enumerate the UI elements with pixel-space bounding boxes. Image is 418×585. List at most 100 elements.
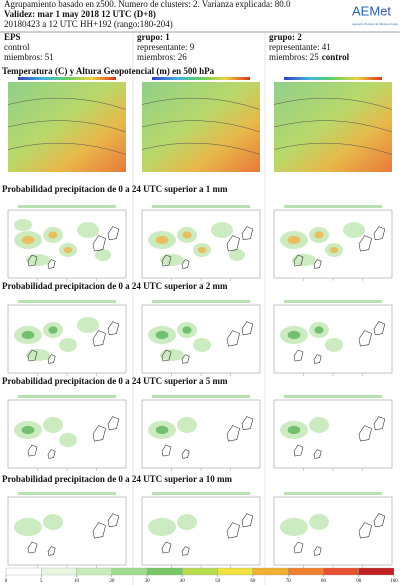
map xyxy=(7,395,127,471)
coastline xyxy=(241,226,254,241)
precip-core xyxy=(21,330,35,340)
precip-core xyxy=(182,231,192,239)
precip-core xyxy=(48,231,58,239)
map-colorbar xyxy=(284,205,382,208)
precip-area xyxy=(160,349,184,361)
precip-core xyxy=(197,246,207,254)
geopotential-contour xyxy=(141,120,261,133)
precip-core xyxy=(21,235,35,245)
coastline xyxy=(107,321,120,336)
coastline xyxy=(161,254,172,267)
map-colorbar xyxy=(284,395,382,398)
geopotential-contour xyxy=(7,120,127,133)
coastline xyxy=(161,349,172,362)
precip-area xyxy=(43,417,63,433)
section-title: Probabilidad precipitacion de 0 a 24 UTC… xyxy=(2,474,233,484)
map-colorbar xyxy=(152,395,250,398)
geopotential-contour xyxy=(141,97,261,110)
column-line: control xyxy=(4,42,30,52)
colorbar-label: 80 xyxy=(321,579,327,584)
map xyxy=(141,492,261,568)
map xyxy=(7,492,127,568)
geopotential-contour xyxy=(273,120,393,133)
column-line: miembros: 26 xyxy=(137,52,187,62)
map-colorbar xyxy=(152,205,250,208)
coastline xyxy=(293,254,304,267)
map-colorbar xyxy=(152,300,250,303)
coastline xyxy=(181,259,190,269)
precip-area xyxy=(177,514,197,530)
coastline xyxy=(107,226,120,241)
geopotential-contour xyxy=(7,142,127,155)
coastline xyxy=(373,513,386,528)
column-line: representante: 9 xyxy=(137,42,195,52)
column-title: EPS xyxy=(4,32,21,42)
colorbar-label: 0 xyxy=(5,579,8,584)
precip-area xyxy=(280,518,308,536)
precip-area xyxy=(229,249,245,261)
colorbar-label: 10 xyxy=(74,579,80,584)
coastline xyxy=(161,541,172,554)
coastline xyxy=(373,416,386,431)
precip-area xyxy=(59,338,77,352)
map-colorbar xyxy=(18,395,116,398)
map xyxy=(273,492,393,568)
coastline xyxy=(47,449,56,459)
precip-core xyxy=(329,246,339,254)
column-line: miembros: 51 xyxy=(4,52,54,62)
precip-area xyxy=(43,514,63,530)
coastline xyxy=(161,444,172,457)
precip-area xyxy=(59,433,77,447)
section-title: Probabilidad precipitacion de 0 a 24 UTC… xyxy=(2,184,228,194)
coastline xyxy=(47,259,56,269)
column-line: miembros: 25 xyxy=(269,52,319,62)
precip-area xyxy=(160,254,184,266)
precip-core xyxy=(287,330,301,340)
precip-area xyxy=(309,417,329,433)
logo-subtitle: Agencia Estatal de Meteorología xyxy=(352,22,398,26)
precip-area xyxy=(14,219,32,231)
coastline xyxy=(107,513,120,528)
map-colorbar xyxy=(152,492,250,495)
colorbar-segment xyxy=(146,567,183,576)
map-colorbar xyxy=(284,300,382,303)
map xyxy=(273,395,393,471)
coastline xyxy=(313,449,322,459)
map xyxy=(141,300,261,376)
colorbar-segment xyxy=(76,567,112,576)
coastline xyxy=(241,513,254,528)
coastline xyxy=(373,321,386,336)
temperature-field xyxy=(8,82,126,172)
precip-core xyxy=(155,425,169,435)
precip-area xyxy=(77,222,99,238)
header-line: Validez: mar 1 may 2018 12 UTC (D+8) xyxy=(4,9,156,19)
colorbar-segment xyxy=(217,567,254,576)
precip-area xyxy=(177,417,197,433)
coastline xyxy=(47,354,56,364)
coastline xyxy=(358,330,372,347)
coastline xyxy=(27,541,38,554)
map-colorbar xyxy=(284,77,382,80)
coastline xyxy=(358,425,372,442)
precip-core xyxy=(287,425,301,435)
map xyxy=(273,205,393,281)
precip-core xyxy=(21,425,35,435)
coastline xyxy=(241,416,254,431)
map-colorbar xyxy=(284,492,382,495)
map xyxy=(141,205,261,281)
map-colorbar xyxy=(18,300,116,303)
colorbar-label: 90 xyxy=(356,579,362,584)
temperature-field xyxy=(142,82,260,172)
header-line: Agrupamiento basado en z500. Numero de c… xyxy=(4,0,291,9)
geopotential-contour xyxy=(141,142,261,155)
coastline xyxy=(226,235,240,252)
coastline xyxy=(92,330,106,347)
map-colorbar xyxy=(18,492,116,495)
coastline xyxy=(107,416,120,431)
geopotential-contour xyxy=(273,97,393,110)
coastline xyxy=(181,449,190,459)
precip-area xyxy=(26,254,50,266)
precip-core xyxy=(48,326,58,334)
colorbar-segment xyxy=(111,567,148,576)
coastline xyxy=(313,259,322,269)
